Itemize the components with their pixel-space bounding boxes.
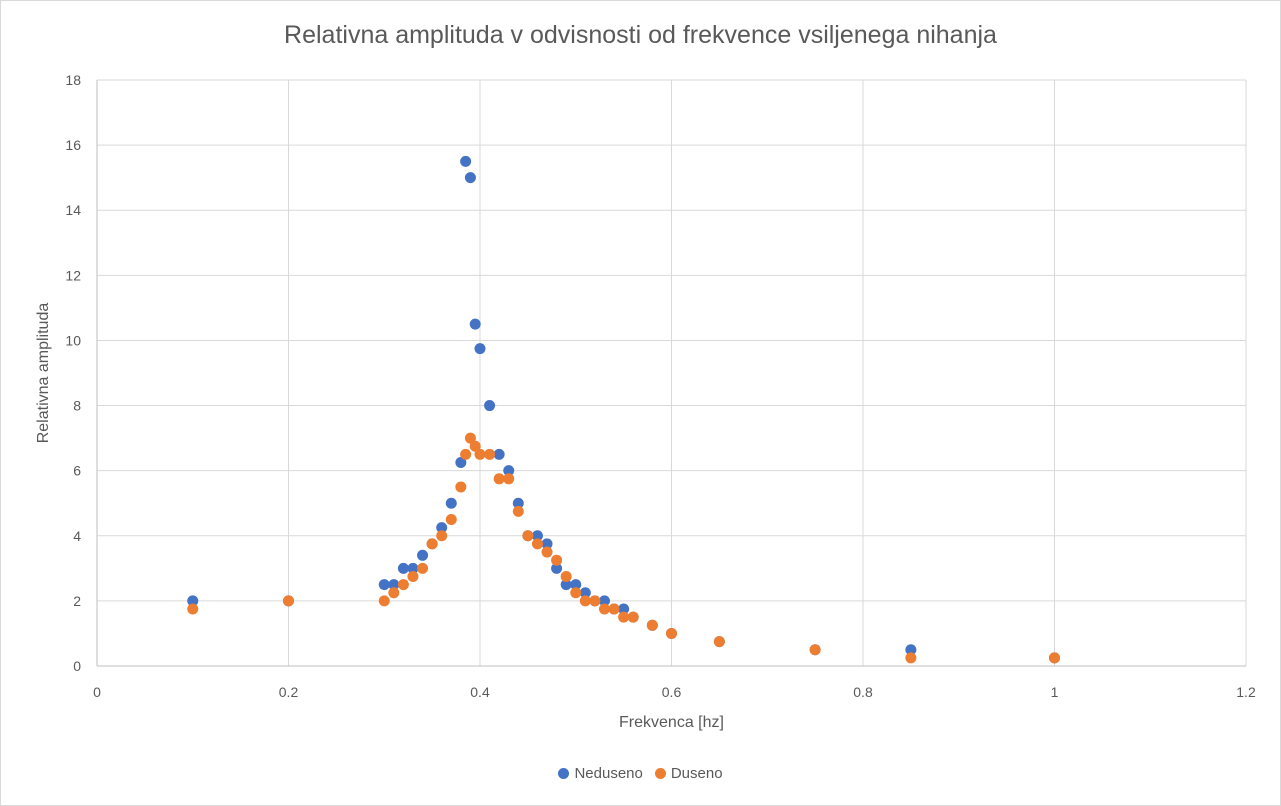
point-duseno [666,627,677,639]
point-duseno [512,505,524,517]
x-tick-label: 0.2 [279,684,299,700]
point-duseno [445,514,457,525]
y-tick-label: 6 [73,463,81,479]
x-tick-label: 0.6 [662,684,682,700]
point-duseno [905,652,917,664]
point-duseno [187,603,199,615]
point-duseno [608,603,620,615]
point-duseno [541,546,553,558]
point-duseno [589,595,601,607]
point-duseno [646,619,658,631]
legend-label: Duseno [670,765,723,782]
y-axis-title: Relativna amplituda [35,303,52,444]
legend-item-duseno: Duseno [654,765,723,782]
y-tick-label: 18 [65,72,81,88]
point-duseno [436,530,448,542]
point-duseno [522,530,534,542]
point-neduseno [560,579,572,591]
y-tick-label: 0 [73,658,81,674]
point-neduseno [378,579,390,591]
chart-title: Relativna amplituda v odvisnosti od frek… [284,21,997,49]
y-tick-label: 10 [65,332,81,348]
point-duseno [531,538,543,550]
point-duseno [713,636,725,648]
point-duseno [503,473,515,485]
point-neduseno [618,603,630,615]
point-duseno [464,432,476,444]
x-tick-label: 0 [93,684,101,700]
point-neduseno [469,318,481,330]
point-duseno [474,448,486,460]
point-duseno [378,595,390,607]
point-duseno [484,448,496,460]
point-duseno [598,603,610,615]
point-neduseno [570,579,582,591]
point-duseno [627,611,639,623]
point-duseno [388,587,400,599]
point-duseno [493,473,505,485]
point-neduseno [397,562,409,574]
point-duseno [426,538,438,550]
y-tick-label: 8 [73,398,81,414]
point-neduseno [407,562,419,574]
point-neduseno [388,579,400,591]
point-duseno [397,579,409,591]
legend: Neduseno Duseno [1,765,1280,783]
point-neduseno [464,172,476,184]
point-duseno [579,595,591,607]
x-tick-label: 0.4 [470,684,490,700]
point-duseno [460,448,472,460]
point-neduseno [551,562,563,574]
point-neduseno [445,497,457,509]
point-neduseno [531,530,543,542]
point-duseno [417,562,429,574]
point-duseno [551,554,563,566]
tick-labels: 0 2 4 6 8 10 12 14 16 18 0 0.2 0.4 0.6 0.8 1 1.2 [65,72,1256,700]
x-tick-label: 0.8 [853,684,873,700]
y-tick-label: 12 [65,267,81,283]
point-duseno [283,595,294,607]
x-axis-title: Frekvenca [hz] [619,714,724,731]
point-duseno [455,481,467,493]
point-duseno [407,570,419,582]
point-neduseno [417,549,429,561]
y-tick-label: 14 [65,202,81,218]
legend-item-neduseno: Neduseno [558,765,643,782]
point-neduseno [455,457,467,469]
y-tick-label: 4 [73,528,81,544]
point-duseno [570,587,582,599]
point-duseno [469,440,481,452]
y-tick-label: 2 [73,593,81,609]
point-duseno [560,570,572,582]
point-neduseno [493,448,505,460]
point-neduseno [460,155,472,167]
x-tick-label: 1 [1051,684,1059,700]
point-neduseno [905,644,917,656]
data-points [187,155,1060,664]
point-neduseno [187,595,199,607]
x-tick-label: 1.2 [1236,684,1256,700]
legend-label: Neduseno [574,765,643,782]
point-neduseno [598,595,610,607]
grid-lines [97,79,1247,666]
point-duseno [809,644,821,656]
axes [96,80,1246,667]
y-tick-label: 16 [65,137,81,153]
point-neduseno [484,400,496,412]
point-neduseno [436,522,448,534]
legend-swatch [558,768,570,779]
point-neduseno [512,497,524,509]
legend-swatch [654,768,666,779]
point-neduseno [474,343,486,355]
point-duseno [1049,652,1060,664]
point-duseno [618,611,630,623]
point-neduseno [579,587,591,599]
point-neduseno [541,538,553,550]
point-neduseno [503,465,515,477]
